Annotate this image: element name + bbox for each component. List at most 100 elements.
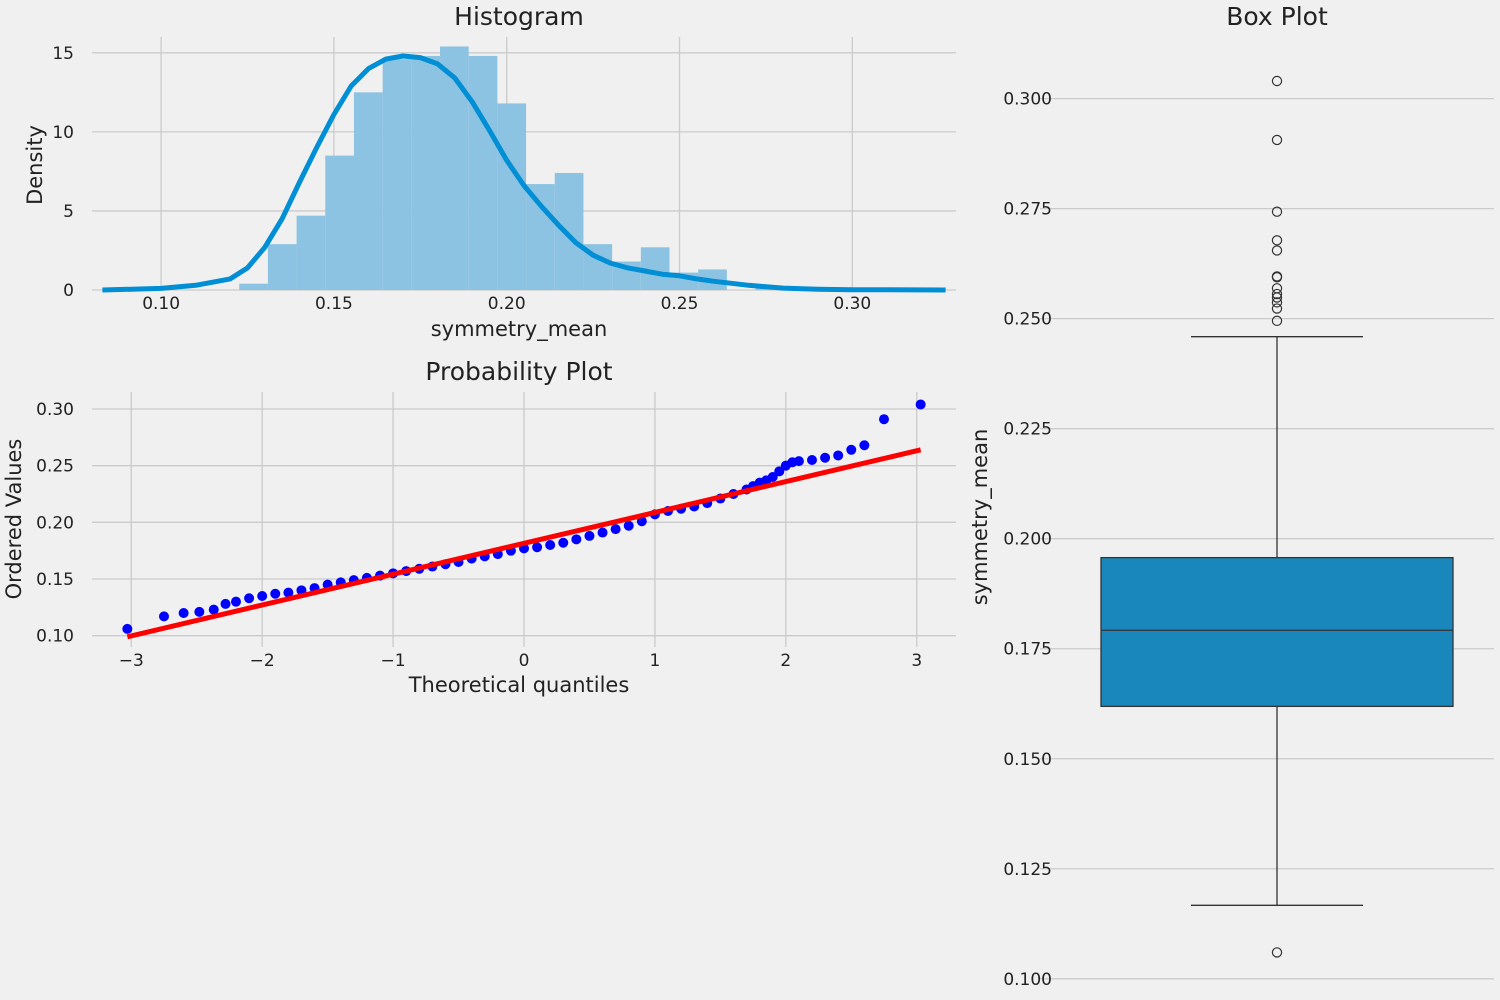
probability-ytick-label: 0.30 <box>36 400 74 420</box>
probability-point <box>820 452 831 463</box>
probability-xtick-label: −2 <box>250 651 275 671</box>
probability-point <box>159 611 169 622</box>
probability-xtick-label: −1 <box>381 651 406 671</box>
probability-point <box>178 608 189 618</box>
histogram-xtick-label: 0.25 <box>661 294 699 314</box>
box-plot-ylabel: symmetry_mean <box>968 429 993 606</box>
histogram-bars <box>239 46 871 291</box>
histogram-ylabel: Density <box>23 125 47 205</box>
histogram-ytick-label: 5 <box>63 202 74 222</box>
probability-point <box>194 606 205 617</box>
outlier-point <box>1271 303 1283 314</box>
probability-point <box>833 450 844 461</box>
histogram-panel: 0.10 0.15 0.20 0.25 0.30 0 5 10 15 Histogram sym… <box>23 2 956 342</box>
histogram-bar <box>267 244 297 290</box>
probability-point <box>220 598 231 609</box>
box-elements <box>1100 75 1454 958</box>
outlier-point <box>1271 947 1283 958</box>
box-iqr <box>1100 556 1454 708</box>
outlier-point <box>1271 271 1283 282</box>
probability-xtick-label: −3 <box>119 651 144 671</box>
probability-point <box>244 593 255 604</box>
outlier-point <box>1271 206 1283 217</box>
probability-point <box>597 527 608 538</box>
probability-point <box>636 516 647 527</box>
outlier-point <box>1271 134 1283 146</box>
histogram-bar <box>239 283 268 290</box>
probability-xtick-label: 0 <box>519 651 530 671</box>
probability-point <box>915 399 926 410</box>
probability-point <box>879 414 889 425</box>
probability-point <box>859 440 870 451</box>
probability-point <box>122 623 133 634</box>
probability-plot-panel: −3 −2 −1 0 1 2 3 0.10 0.15 0.20 0.25 0.30 Probabili… <box>2 357 956 697</box>
box-ytick-label: 0.250 <box>1003 310 1052 330</box>
probability-xtick-label: 2 <box>780 651 791 671</box>
probability-title: Probability Plot <box>425 357 612 386</box>
outlier-point <box>1271 288 1283 300</box>
probability-point <box>584 530 595 541</box>
probability-point <box>793 456 804 467</box>
probability-ylabel: Ordered Values <box>2 439 26 600</box>
histogram-bar <box>468 55 498 290</box>
fit-line <box>126 447 922 640</box>
histogram-ticks: 0.10 0.15 0.20 0.25 0.30 0 5 10 15 <box>52 44 871 314</box>
probability-point <box>571 534 582 545</box>
probability-point <box>558 537 569 548</box>
box-plot-panel: 0.100 0.125 0.150 0.175 0.200 0.225 0.250 0.275… <box>968 2 1494 992</box>
probability-xtick-label: 3 <box>911 651 922 671</box>
histogram-xtick-label: 0.30 <box>833 294 871 314</box>
histogram-bar <box>353 92 383 290</box>
probability-ticks: −3 −2 −1 0 1 2 3 0.10 0.15 0.20 0.25 0.30 <box>36 400 922 671</box>
probability-ytick-label: 0.15 <box>36 570 74 590</box>
probability-point <box>257 591 268 601</box>
probability-point <box>270 588 281 599</box>
probability-point <box>231 596 241 607</box>
probability-ytick-label: 0.10 <box>36 627 74 647</box>
histogram-xlabel: symmetry_mean <box>431 317 608 342</box>
probability-point <box>846 444 857 455</box>
histogram-xtick-label: 0.15 <box>315 294 353 314</box>
histogram-xtick-label: 0.20 <box>488 294 526 314</box>
probability-point <box>545 540 556 550</box>
histogram-bar <box>440 46 469 290</box>
probability-xtick-label: 1 <box>649 651 660 671</box>
histogram-bar <box>382 59 412 291</box>
probability-point <box>774 466 785 477</box>
probability-point <box>767 472 778 482</box>
histogram-bar <box>411 55 441 290</box>
outlier-point <box>1271 235 1283 246</box>
outlier-point <box>1271 245 1283 256</box>
probability-point <box>532 542 543 553</box>
box-ytick-label: 0.125 <box>1003 860 1052 880</box>
box-ytick-label: 0.200 <box>1003 530 1052 550</box>
box-ytick-label: 0.150 <box>1003 750 1052 770</box>
probability-point <box>283 587 294 598</box>
outlier-point <box>1271 315 1283 327</box>
box-plot-title: Box Plot <box>1226 2 1328 31</box>
probability-ytick-label: 0.20 <box>36 513 74 533</box>
box-ticks: 0.100 0.125 0.150 0.175 0.200 0.225 0.250 0.275… <box>1003 90 1052 990</box>
histogram-bar <box>554 172 584 290</box>
histogram-ytick-label: 10 <box>52 123 74 143</box>
probability-point <box>807 455 817 465</box>
box-plot-area <box>1040 37 1494 992</box>
histogram-xtick-label: 0.10 <box>142 294 180 314</box>
probability-ytick-label: 0.25 <box>36 457 74 477</box>
probability-xlabel: Theoretical quantiles <box>408 673 630 697</box>
histogram-bar <box>526 184 555 290</box>
box-ytick-label: 0.100 <box>1003 970 1052 990</box>
probability-point <box>623 520 634 531</box>
outlier-point <box>1271 75 1283 87</box>
kde-curve <box>102 53 946 293</box>
box-grid <box>1040 97 1494 980</box>
box-ytick-label: 0.175 <box>1003 640 1052 660</box>
box-ytick-label: 0.275 <box>1003 200 1052 220</box>
histogram-bar <box>296 215 326 290</box>
histogram-title: Histogram <box>454 2 584 31</box>
box-ytick-label: 0.225 <box>1003 420 1052 440</box>
outlier-point <box>1271 283 1283 294</box>
histogram-ytick-label: 0 <box>63 281 74 301</box>
histogram-bar <box>325 155 354 290</box>
